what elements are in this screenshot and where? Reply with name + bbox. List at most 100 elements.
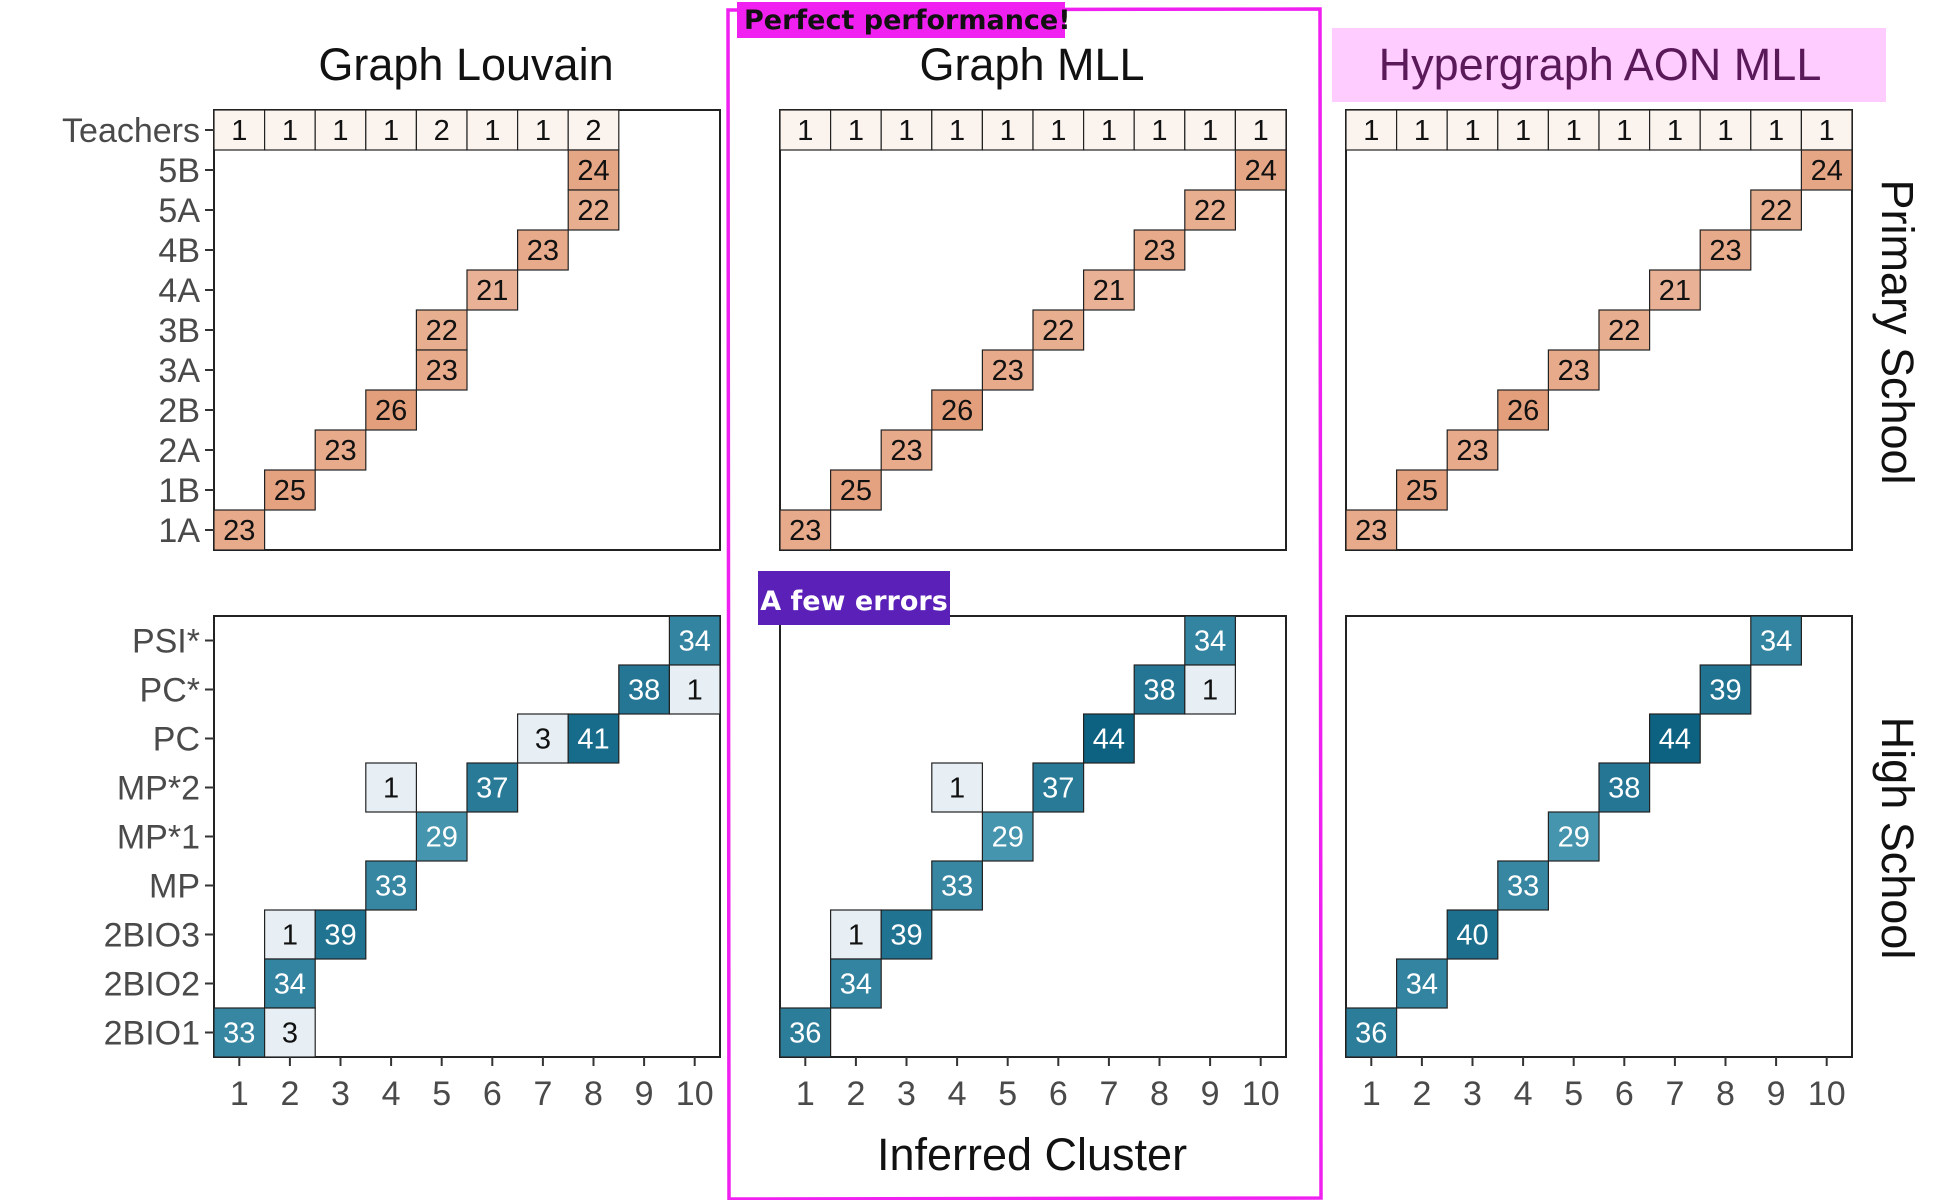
x-tick-label: 9	[1201, 1075, 1220, 1113]
heatmap-cell	[1648, 269, 1701, 311]
heatmap-cell	[1184, 109, 1237, 151]
callout-frame-perfect	[726, 7, 1323, 1200]
heatmap-cell	[1750, 189, 1803, 231]
x-tick-label: 4	[382, 1075, 401, 1113]
y-tick-label: 2BIO1	[104, 1015, 200, 1053]
heatmap-cell	[1234, 149, 1287, 191]
heatmap-cell	[567, 713, 620, 764]
heatmap-cell	[1497, 860, 1550, 911]
heatmap-cell	[213, 509, 266, 551]
heatmap-cell	[618, 664, 670, 715]
y-tick-label: 1A	[158, 512, 200, 550]
cell-value-label: 33	[941, 871, 973, 903]
cell-value-label: 29	[1558, 822, 1590, 854]
heatmap-cell	[779, 509, 832, 551]
cell-value-label: 38	[628, 675, 660, 707]
cell-value-label: 23	[1558, 355, 1590, 387]
x-tick-label: 8	[1716, 1075, 1735, 1113]
cell-value-label: 23	[1709, 235, 1741, 267]
cell-value-label: 44	[1659, 724, 1691, 756]
x-tick-label: 5	[998, 1075, 1017, 1113]
x-tick-label: 8	[1150, 1075, 1169, 1113]
heatmap-cell	[1082, 713, 1135, 764]
cell-value-label: 1	[848, 115, 864, 147]
x-tick-label: 3	[1463, 1075, 1482, 1113]
cell-value-label: 1	[1717, 115, 1733, 147]
x-tick-label: 9	[1767, 1075, 1786, 1113]
heatmap-cell	[365, 762, 417, 813]
heatmap-cell	[516, 713, 569, 764]
x-tick-label: 6	[1615, 1075, 1634, 1113]
heatmap-cell	[668, 664, 721, 715]
heatmap-cell	[981, 349, 1034, 391]
callout-label-errors: A few errors	[760, 586, 948, 617]
y-tick-label: 3B	[158, 312, 200, 350]
heatmap-cell	[1750, 109, 1803, 151]
heatmap-cell	[880, 429, 933, 471]
cell-value-label: 1	[383, 773, 399, 805]
cell-value-label: 40	[1456, 920, 1488, 952]
x-tick-label: 7	[1665, 1075, 1684, 1113]
x-tick-label: 4	[948, 1075, 967, 1113]
cell-value-label: 1	[282, 920, 298, 952]
cell-value-label: 22	[1608, 315, 1640, 347]
cell-value-label: 1	[898, 115, 914, 147]
cell-value-label: 23	[527, 235, 559, 267]
heatmap-cell	[1598, 762, 1651, 813]
x-tick-label: 1	[1362, 1075, 1381, 1113]
cell-value-label: 24	[1811, 155, 1843, 187]
heatmap-cell	[1345, 509, 1398, 551]
heatmap-cell	[415, 811, 468, 862]
cell-value-label: 1	[1363, 115, 1379, 147]
cell-value-label: 1	[1616, 115, 1632, 147]
x-tick-label: 8	[584, 1075, 603, 1113]
cell-value-label: 1	[1464, 115, 1480, 147]
heatmap-cell	[931, 389, 983, 431]
heatmap-panel: 1 1 1 1 2 1 1 224222321222326232523Teachers5B5A…	[62, 109, 721, 551]
heatmap-cell	[931, 860, 983, 911]
cell-value-label: 25	[840, 475, 872, 507]
cell-value-label: 23	[1143, 235, 1175, 267]
title-highlight	[1332, 28, 1886, 102]
cell-value-label: 1	[535, 115, 551, 147]
heatmap-cell	[1699, 109, 1752, 151]
heatmap-cell	[314, 909, 367, 960]
heatmap-cell	[1133, 664, 1186, 715]
heatmap-cell	[1345, 109, 1398, 151]
cell-value-label: 38	[1143, 675, 1175, 707]
cell-value-label: 23	[426, 355, 458, 387]
column-title-hypergraph-aon-mll: Hypergraph AON MLL	[1379, 39, 1822, 90]
heatmap-cell	[1032, 109, 1085, 151]
column-title-graph-mll: Graph MLL	[919, 39, 1144, 90]
heatmap-cell	[1446, 429, 1499, 471]
heatmap-cell	[981, 811, 1034, 862]
cell-value-label: 38	[1608, 773, 1640, 805]
heatmap-cell	[1598, 309, 1651, 351]
heatmap-cell	[1699, 664, 1752, 715]
heatmap-cell	[1184, 189, 1237, 231]
x-tick-label: 1	[230, 1075, 249, 1113]
heatmap-cell	[365, 860, 417, 911]
heatmap-cell	[1497, 389, 1550, 431]
cell-value-label: 3	[282, 1018, 298, 1050]
heatmap-cell	[264, 469, 316, 511]
heatmap-cell	[415, 349, 468, 391]
heatmap-cell	[880, 909, 933, 960]
cell-value-label: 1	[1819, 115, 1835, 147]
cell-value-label: 44	[1093, 724, 1125, 756]
column-title-graph-louvain: Graph Louvain	[318, 39, 613, 90]
cell-value-label: 1	[1566, 115, 1582, 147]
cell-value-label: 39	[1709, 675, 1741, 707]
cell-value-label: 2	[434, 115, 450, 147]
x-tick-label: 7	[533, 1075, 552, 1113]
strip-high-school: High School	[1872, 717, 1923, 960]
heatmap-cell	[365, 109, 417, 151]
heatmap-cell	[1032, 762, 1085, 813]
cell-value-label: 26	[941, 395, 973, 427]
x-tick-label: 2	[1412, 1075, 1431, 1113]
cell-value-label: 1	[231, 115, 247, 147]
cell-value-label: 25	[1406, 475, 1438, 507]
heatmap-cell	[213, 109, 266, 151]
cell-value-label: 23	[223, 515, 255, 547]
